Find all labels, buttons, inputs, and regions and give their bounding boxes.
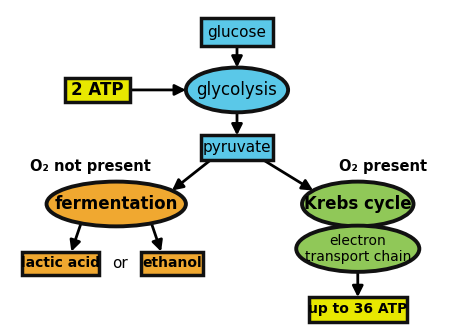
Text: pyruvate: pyruvate — [203, 140, 271, 155]
FancyBboxPatch shape — [309, 297, 407, 322]
FancyBboxPatch shape — [201, 18, 273, 46]
Text: O₂ not present: O₂ not present — [30, 159, 151, 174]
Text: O₂ present: O₂ present — [339, 159, 428, 174]
FancyBboxPatch shape — [141, 251, 203, 275]
Text: lactic acid: lactic acid — [21, 256, 100, 270]
Ellipse shape — [46, 182, 186, 226]
Text: up to 36 ATP: up to 36 ATP — [308, 302, 408, 316]
Text: glycolysis: glycolysis — [197, 81, 277, 99]
Text: ethanol: ethanol — [142, 256, 202, 270]
FancyBboxPatch shape — [201, 135, 273, 160]
Text: 2 ATP: 2 ATP — [72, 81, 124, 99]
FancyBboxPatch shape — [65, 78, 130, 102]
Text: or: or — [112, 256, 128, 271]
FancyBboxPatch shape — [22, 251, 99, 275]
Text: electron
transport chain: electron transport chain — [305, 234, 411, 264]
Text: glucose: glucose — [208, 25, 266, 40]
Ellipse shape — [296, 226, 419, 272]
Ellipse shape — [186, 68, 288, 112]
Text: Krebs cycle: Krebs cycle — [304, 195, 411, 213]
Ellipse shape — [302, 182, 413, 226]
Text: fermentation: fermentation — [55, 195, 178, 213]
